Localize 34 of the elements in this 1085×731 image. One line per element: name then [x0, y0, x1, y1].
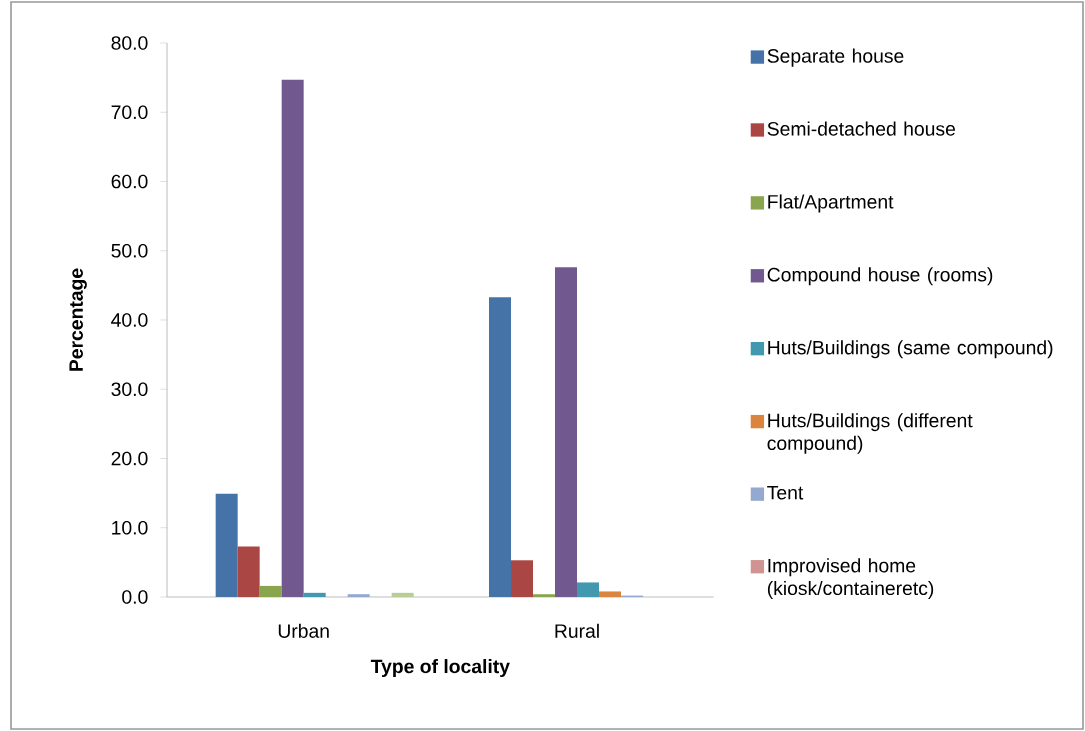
bar — [215, 493, 238, 597]
bar — [555, 267, 577, 597]
y-tick-label: 70.0 — [111, 105, 148, 120]
bar — [237, 546, 260, 597]
y-tick-label: 40.0 — [111, 313, 148, 327]
bar — [281, 79, 304, 597]
x-tick-label: Rural — [555, 623, 599, 638]
y-tick-label: 10.0 — [112, 520, 148, 535]
bar — [391, 592, 414, 597]
y-tick-label: 20.0 — [111, 451, 148, 466]
legend-label: Huts/Buildings (same compound) — [768, 340, 1053, 359]
bar — [599, 591, 621, 597]
bar — [577, 582, 599, 597]
x-tick-label: Urban — [278, 623, 329, 638]
y-tick-label: 60.0 — [111, 174, 148, 189]
legend-label: Flat/Apartment — [768, 194, 894, 213]
y-tick-label: 0.0 — [122, 590, 148, 604]
bar — [347, 594, 370, 597]
y-tick-label: 80.0 — [111, 36, 148, 50]
legend-label: Semi-detached house — [767, 121, 955, 136]
legend-label: Separate house — [767, 48, 904, 67]
bar — [259, 585, 282, 597]
legend-label: Huts/Buildings (different compound) — [767, 413, 973, 454]
bar — [511, 560, 533, 597]
legend-label: Tent — [767, 486, 804, 500]
y-axis-title: Percentage — [69, 268, 87, 371]
y-tick-label: 50.0 — [111, 243, 148, 258]
y-tick-label: 30.0 — [111, 382, 148, 397]
legend-label: Compound house (rooms) — [767, 267, 993, 286]
bar — [489, 297, 511, 597]
x-axis-title: Type of locality — [370, 659, 510, 678]
bar — [533, 594, 556, 597]
legend-label: Improvised home (kiosk/containeretc) — [767, 558, 934, 599]
bar — [303, 592, 326, 597]
